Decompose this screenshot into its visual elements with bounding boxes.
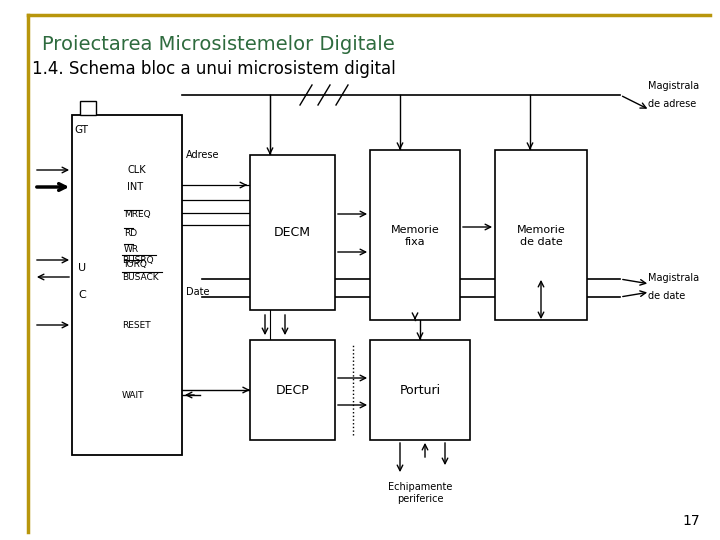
Text: Adrese: Adrese	[186, 150, 220, 160]
Text: periferice: periferice	[397, 494, 444, 504]
Text: de date: de date	[520, 237, 562, 247]
Text: INT: INT	[127, 182, 143, 192]
Text: GT: GT	[74, 125, 88, 135]
Text: de date: de date	[648, 291, 685, 301]
Text: WR: WR	[124, 245, 139, 253]
Text: MREQ: MREQ	[124, 211, 150, 219]
Text: fixa: fixa	[405, 237, 426, 247]
Text: Date: Date	[186, 287, 210, 297]
Text: 17: 17	[683, 514, 700, 528]
Text: Memorie: Memorie	[391, 225, 439, 235]
Text: RESET: RESET	[122, 321, 150, 329]
Bar	[72, 115, 182, 455]
Text: DECM: DECM	[274, 226, 311, 239]
Text: BUSRQ: BUSRQ	[122, 255, 153, 265]
Text: U: U	[78, 263, 86, 273]
Text: WAIT: WAIT	[122, 390, 145, 400]
Bar	[370, 150, 460, 320]
Text: Proiectarea Microsistemelor Digitale: Proiectarea Microsistemelor Digitale	[42, 35, 395, 54]
Text: C: C	[78, 290, 86, 300]
Text: Magistrala: Magistrala	[648, 273, 699, 283]
Bar	[495, 150, 587, 320]
Text: DECP: DECP	[276, 383, 310, 396]
Text: de adrese: de adrese	[648, 99, 696, 109]
Text: BUSACK: BUSACK	[122, 273, 158, 281]
Bar	[80, 101, 96, 115]
Bar	[250, 340, 335, 440]
Text: CLK: CLK	[127, 165, 145, 175]
Text: Magistrala: Magistrala	[648, 81, 699, 91]
Text: 1.4. Schema bloc a unui microsistem digital: 1.4. Schema bloc a unui microsistem digi…	[32, 60, 396, 78]
Text: Echipamente: Echipamente	[388, 482, 452, 492]
Text: Memorie: Memorie	[517, 225, 565, 235]
Text: RD: RD	[124, 228, 137, 238]
Bar	[370, 340, 470, 440]
Text: IORQ: IORQ	[124, 260, 147, 269]
Text: Porturi: Porturi	[400, 383, 441, 396]
Bar	[250, 155, 335, 310]
